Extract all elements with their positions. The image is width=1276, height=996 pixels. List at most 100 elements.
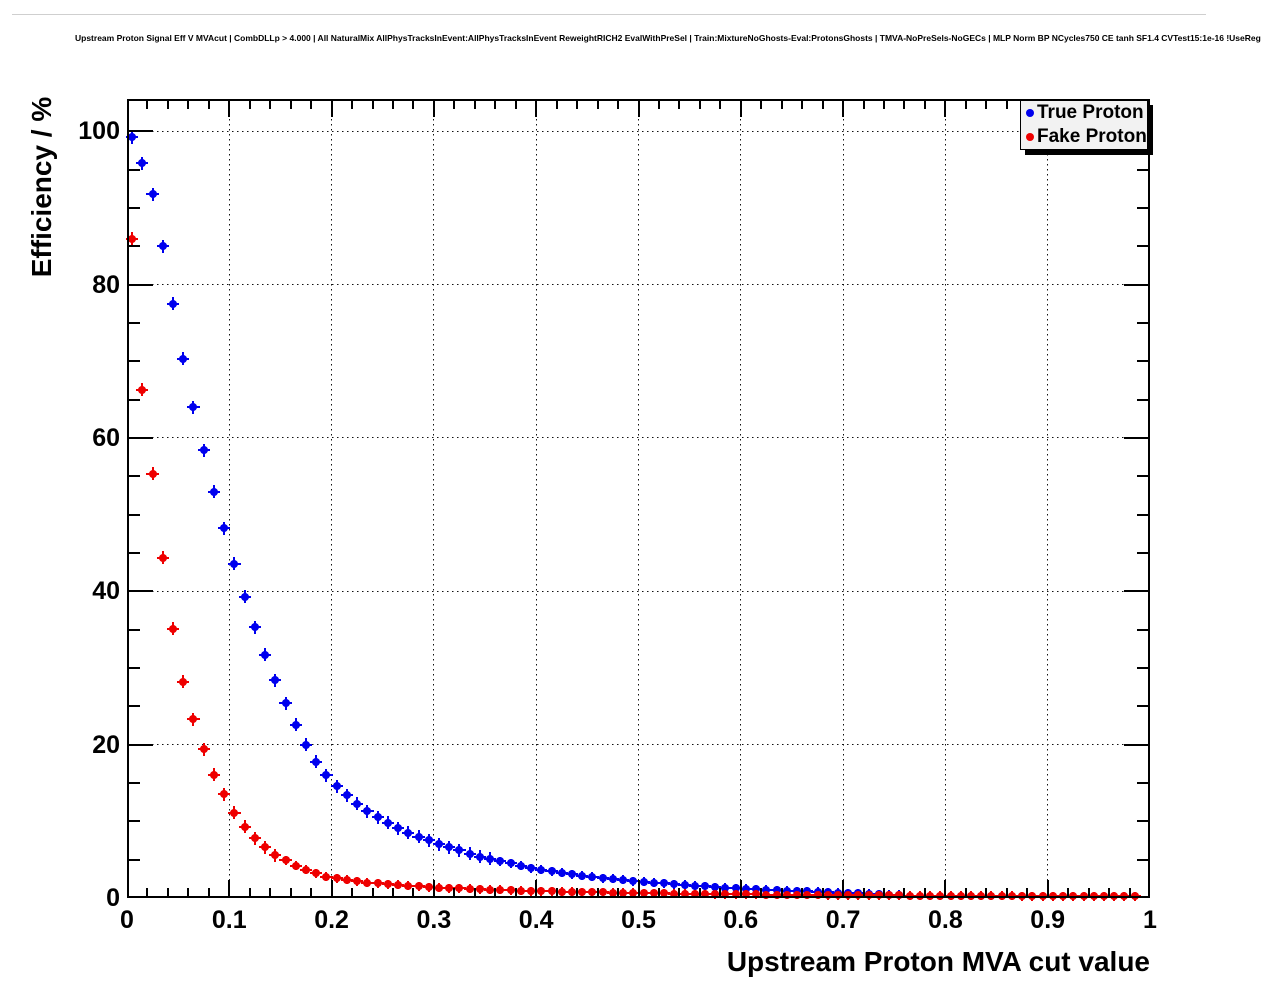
data-point (588, 872, 597, 881)
data-point (547, 887, 556, 896)
data-point (966, 891, 975, 900)
data-point (731, 890, 740, 899)
y-tick-label: 100 (78, 117, 120, 146)
data-point (608, 888, 617, 897)
x-axis-major-tick (842, 880, 845, 898)
data-point (680, 889, 689, 898)
y-axis-minor-tick (127, 245, 140, 248)
y-axis-minor-tick-right (1137, 781, 1150, 784)
data-point (128, 133, 137, 142)
y-tick-label: 40 (92, 577, 120, 606)
data-point (169, 299, 178, 308)
data-point (209, 770, 218, 779)
data-point (394, 880, 403, 889)
y-axis-minor-tick (127, 858, 140, 861)
y-tick-label: 60 (92, 423, 120, 452)
data-point (977, 891, 986, 900)
gridline-vertical (1047, 99, 1049, 898)
data-point (1007, 891, 1016, 900)
data-point (1038, 892, 1047, 901)
data-point (312, 757, 321, 766)
x-axis-major-tick (330, 880, 333, 898)
y-axis-major-tick (127, 436, 153, 439)
x-axis-minor-tick-top (719, 99, 722, 109)
x-axis-minor-tick (555, 888, 558, 898)
x-tick-label: 0.6 (723, 906, 759, 934)
data-point (199, 446, 208, 455)
x-axis-minor-tick (801, 888, 804, 898)
data-point (342, 875, 351, 884)
gridline-vertical (228, 99, 230, 898)
x-axis-minor-tick-top (964, 99, 967, 109)
x-axis-major-tick-top (1148, 99, 1150, 117)
data-point (711, 883, 720, 892)
data-point (1079, 892, 1088, 901)
gridline-horizontal (127, 590, 1150, 592)
x-axis-major-tick (637, 880, 640, 898)
data-point (506, 886, 515, 895)
x-axis-minor-tick-top (923, 99, 926, 109)
data-point (895, 891, 904, 900)
data-point (527, 864, 536, 873)
x-axis-minor-tick (596, 888, 599, 898)
y-axis-major-tick-right (1124, 590, 1150, 593)
data-point (619, 875, 628, 884)
x-axis-minor-tick (391, 888, 394, 898)
data-point (527, 887, 536, 896)
y-axis-minor-tick (127, 820, 140, 823)
data-point (312, 869, 321, 878)
x-axis-minor-tick-top (596, 99, 599, 109)
data-point (158, 242, 167, 251)
data-point (302, 865, 311, 874)
data-point (946, 891, 955, 900)
y-axis-major-tick (127, 743, 153, 746)
data-point (261, 843, 270, 852)
x-axis-major-tick-top (739, 99, 742, 117)
data-point (864, 891, 873, 900)
y-axis-major-tick (127, 896, 153, 898)
data-point (721, 890, 730, 899)
data-point (578, 888, 587, 897)
x-tick-label: 0.8 (928, 906, 963, 934)
x-axis-major-tick (1046, 880, 1049, 898)
data-point (926, 891, 935, 900)
x-axis-minor-tick (617, 888, 620, 898)
y-axis-minor-tick-right (1137, 321, 1150, 324)
y-axis-minor-tick (127, 628, 140, 631)
x-axis-minor-tick-top (760, 99, 763, 109)
data-point (1059, 892, 1068, 901)
x-axis-minor-tick-top (514, 99, 517, 109)
gridline-vertical (535, 99, 537, 898)
legend[interactable]: True Proton Fake Proton (1020, 100, 1148, 150)
data-point (496, 857, 505, 866)
data-point (936, 891, 945, 900)
x-axis-minor-tick-top (207, 99, 210, 109)
data-point (148, 190, 157, 199)
y-axis-minor-tick (127, 666, 140, 669)
data-point (271, 851, 280, 860)
y-tick-label: 0 (106, 884, 120, 912)
data-point (435, 883, 443, 892)
x-axis-minor-tick-top (1005, 99, 1008, 109)
x-axis-major-tick-top (330, 99, 333, 117)
data-point (189, 715, 198, 724)
x-axis-minor-tick (310, 888, 313, 898)
y-axis-major-tick-right (1124, 283, 1150, 286)
data-point (250, 834, 259, 843)
x-tick-label: 0.9 (1030, 906, 1066, 934)
y-tick-label: 20 (92, 730, 120, 759)
data-point (711, 890, 720, 898)
x-axis-minor-tick-top (555, 99, 558, 109)
data-point (291, 861, 300, 870)
y-axis-minor-tick-right (1137, 245, 1150, 248)
x-tick-label: 0.1 (211, 906, 247, 934)
data-point (496, 885, 505, 894)
data-point (445, 843, 454, 852)
x-axis-minor-tick (576, 888, 579, 898)
x-axis-minor-tick-top (412, 99, 415, 109)
data-point (854, 891, 863, 900)
data-point (138, 159, 147, 168)
x-axis-minor-tick (351, 888, 354, 898)
data-point (619, 888, 628, 897)
data-point (516, 886, 525, 895)
